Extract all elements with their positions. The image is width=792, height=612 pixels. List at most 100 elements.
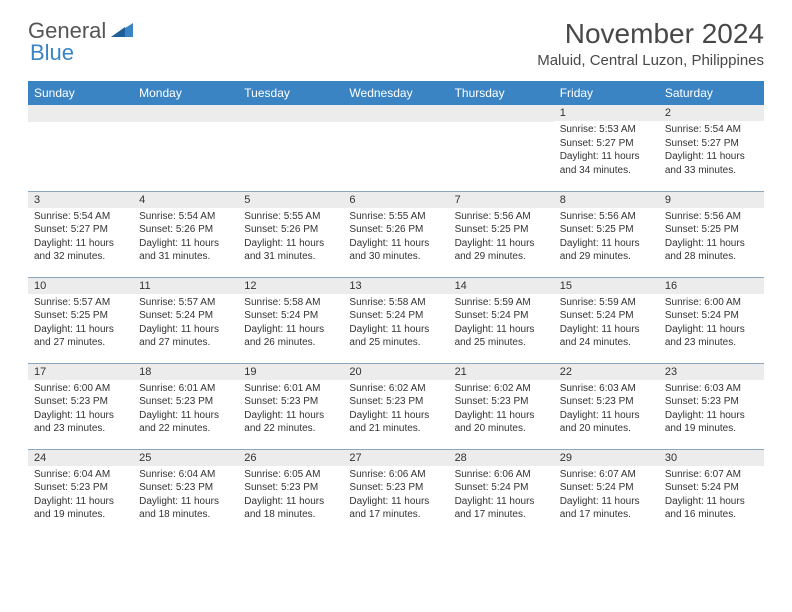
day-number: 3 — [28, 192, 133, 208]
day-content — [28, 122, 133, 128]
week-row: 3Sunrise: 5:54 AMSunset: 5:27 PMDaylight… — [28, 191, 764, 277]
sunset-text: Sunset: 5:23 PM — [244, 395, 337, 409]
sunset-text: Sunset: 5:26 PM — [139, 223, 232, 237]
day-number: 30 — [659, 450, 764, 466]
day-cell: 7Sunrise: 5:56 AMSunset: 5:25 PMDaylight… — [449, 191, 554, 277]
day-number: 10 — [28, 278, 133, 294]
day-cell: 12Sunrise: 5:58 AMSunset: 5:24 PMDayligh… — [238, 277, 343, 363]
sunrise-text: Sunrise: 5:59 AM — [455, 296, 548, 310]
day-number: 23 — [659, 364, 764, 380]
sunset-text: Sunset: 5:23 PM — [139, 395, 232, 409]
day-cell: 26Sunrise: 6:05 AMSunset: 5:23 PMDayligh… — [238, 449, 343, 535]
month-title: November 2024 — [537, 18, 764, 50]
sunrise-text: Sunrise: 6:04 AM — [139, 468, 232, 482]
sunset-text: Sunset: 5:27 PM — [34, 223, 127, 237]
day-content: Sunrise: 5:54 AMSunset: 5:27 PMDaylight:… — [659, 121, 764, 181]
day-cell — [28, 105, 133, 191]
day-content: Sunrise: 6:02 AMSunset: 5:23 PMDaylight:… — [343, 380, 448, 440]
sunrise-text: Sunrise: 5:53 AM — [560, 123, 653, 137]
day-cell: 11Sunrise: 5:57 AMSunset: 5:24 PMDayligh… — [133, 277, 238, 363]
weekday-header: Wednesday — [343, 81, 448, 105]
sunrise-text: Sunrise: 6:06 AM — [455, 468, 548, 482]
week-row: 24Sunrise: 6:04 AMSunset: 5:23 PMDayligh… — [28, 449, 764, 535]
day-number — [133, 105, 238, 122]
sunrise-text: Sunrise: 6:03 AM — [665, 382, 758, 396]
sunset-text: Sunset: 5:23 PM — [349, 395, 442, 409]
sunrise-text: Sunrise: 6:07 AM — [560, 468, 653, 482]
day-content — [133, 122, 238, 128]
daylight-text: Daylight: 11 hours and 23 minutes. — [34, 409, 127, 436]
daylight-text: Daylight: 11 hours and 17 minutes. — [349, 495, 442, 522]
daylight-text: Daylight: 11 hours and 29 minutes. — [560, 237, 653, 264]
day-content: Sunrise: 6:00 AMSunset: 5:23 PMDaylight:… — [28, 380, 133, 440]
daylight-text: Daylight: 11 hours and 29 minutes. — [455, 237, 548, 264]
sunrise-text: Sunrise: 5:56 AM — [455, 210, 548, 224]
sunrise-text: Sunrise: 6:03 AM — [560, 382, 653, 396]
sunrise-text: Sunrise: 5:57 AM — [139, 296, 232, 310]
daylight-text: Daylight: 11 hours and 18 minutes. — [244, 495, 337, 522]
week-row: 10Sunrise: 5:57 AMSunset: 5:25 PMDayligh… — [28, 277, 764, 363]
day-number: 28 — [449, 450, 554, 466]
sunset-text: Sunset: 5:27 PM — [560, 137, 653, 151]
day-number: 18 — [133, 364, 238, 380]
day-number: 2 — [659, 105, 764, 121]
weekday-header: Monday — [133, 81, 238, 105]
logo-triangle-icon — [111, 21, 133, 42]
sunset-text: Sunset: 5:25 PM — [560, 223, 653, 237]
day-content: Sunrise: 5:56 AMSunset: 5:25 PMDaylight:… — [449, 208, 554, 268]
header: General November 2024 Maluid, Central Lu… — [0, 0, 792, 73]
day-cell: 3Sunrise: 5:54 AMSunset: 5:27 PMDaylight… — [28, 191, 133, 277]
day-content: Sunrise: 6:07 AMSunset: 5:24 PMDaylight:… — [554, 466, 659, 526]
sunset-text: Sunset: 5:23 PM — [34, 395, 127, 409]
title-block: November 2024 Maluid, Central Luzon, Phi… — [537, 18, 764, 69]
sunset-text: Sunset: 5:25 PM — [665, 223, 758, 237]
day-content: Sunrise: 6:04 AMSunset: 5:23 PMDaylight:… — [28, 466, 133, 526]
day-content — [238, 122, 343, 128]
day-content: Sunrise: 5:54 AMSunset: 5:27 PMDaylight:… — [28, 208, 133, 268]
sunset-text: Sunset: 5:23 PM — [244, 481, 337, 495]
sunrise-text: Sunrise: 6:02 AM — [349, 382, 442, 396]
sunrise-text: Sunrise: 6:06 AM — [349, 468, 442, 482]
sunrise-text: Sunrise: 5:55 AM — [244, 210, 337, 224]
sunset-text: Sunset: 5:23 PM — [455, 395, 548, 409]
daylight-text: Daylight: 11 hours and 19 minutes. — [665, 409, 758, 436]
daylight-text: Daylight: 11 hours and 16 minutes. — [665, 495, 758, 522]
day-cell — [343, 105, 448, 191]
sunset-text: Sunset: 5:23 PM — [34, 481, 127, 495]
day-content: Sunrise: 5:57 AMSunset: 5:24 PMDaylight:… — [133, 294, 238, 354]
day-cell: 17Sunrise: 6:00 AMSunset: 5:23 PMDayligh… — [28, 363, 133, 449]
day-content: Sunrise: 6:07 AMSunset: 5:24 PMDaylight:… — [659, 466, 764, 526]
day-cell: 30Sunrise: 6:07 AMSunset: 5:24 PMDayligh… — [659, 449, 764, 535]
day-content: Sunrise: 5:55 AMSunset: 5:26 PMDaylight:… — [238, 208, 343, 268]
sunset-text: Sunset: 5:24 PM — [455, 309, 548, 323]
day-cell: 15Sunrise: 5:59 AMSunset: 5:24 PMDayligh… — [554, 277, 659, 363]
day-cell: 6Sunrise: 5:55 AMSunset: 5:26 PMDaylight… — [343, 191, 448, 277]
daylight-text: Daylight: 11 hours and 25 minutes. — [455, 323, 548, 350]
day-content — [449, 122, 554, 128]
sunrise-text: Sunrise: 6:05 AM — [244, 468, 337, 482]
day-number: 27 — [343, 450, 448, 466]
day-cell: 20Sunrise: 6:02 AMSunset: 5:23 PMDayligh… — [343, 363, 448, 449]
daylight-text: Daylight: 11 hours and 22 minutes. — [139, 409, 232, 436]
sunrise-text: Sunrise: 6:04 AM — [34, 468, 127, 482]
daylight-text: Daylight: 11 hours and 24 minutes. — [560, 323, 653, 350]
day-number: 11 — [133, 278, 238, 294]
day-number: 8 — [554, 192, 659, 208]
day-cell: 9Sunrise: 5:56 AMSunset: 5:25 PMDaylight… — [659, 191, 764, 277]
sunrise-text: Sunrise: 5:55 AM — [349, 210, 442, 224]
day-content: Sunrise: 6:02 AMSunset: 5:23 PMDaylight:… — [449, 380, 554, 440]
day-number: 17 — [28, 364, 133, 380]
sunrise-text: Sunrise: 5:54 AM — [665, 123, 758, 137]
weekday-header: Tuesday — [238, 81, 343, 105]
weekday-header: Thursday — [449, 81, 554, 105]
daylight-text: Daylight: 11 hours and 19 minutes. — [34, 495, 127, 522]
sunset-text: Sunset: 5:25 PM — [455, 223, 548, 237]
sunrise-text: Sunrise: 5:54 AM — [139, 210, 232, 224]
day-cell — [133, 105, 238, 191]
sunset-text: Sunset: 5:23 PM — [349, 481, 442, 495]
day-content: Sunrise: 5:56 AMSunset: 5:25 PMDaylight:… — [659, 208, 764, 268]
location: Maluid, Central Luzon, Philippines — [537, 52, 764, 69]
daylight-text: Daylight: 11 hours and 33 minutes. — [665, 150, 758, 177]
day-cell: 24Sunrise: 6:04 AMSunset: 5:23 PMDayligh… — [28, 449, 133, 535]
sunrise-text: Sunrise: 5:56 AM — [560, 210, 653, 224]
